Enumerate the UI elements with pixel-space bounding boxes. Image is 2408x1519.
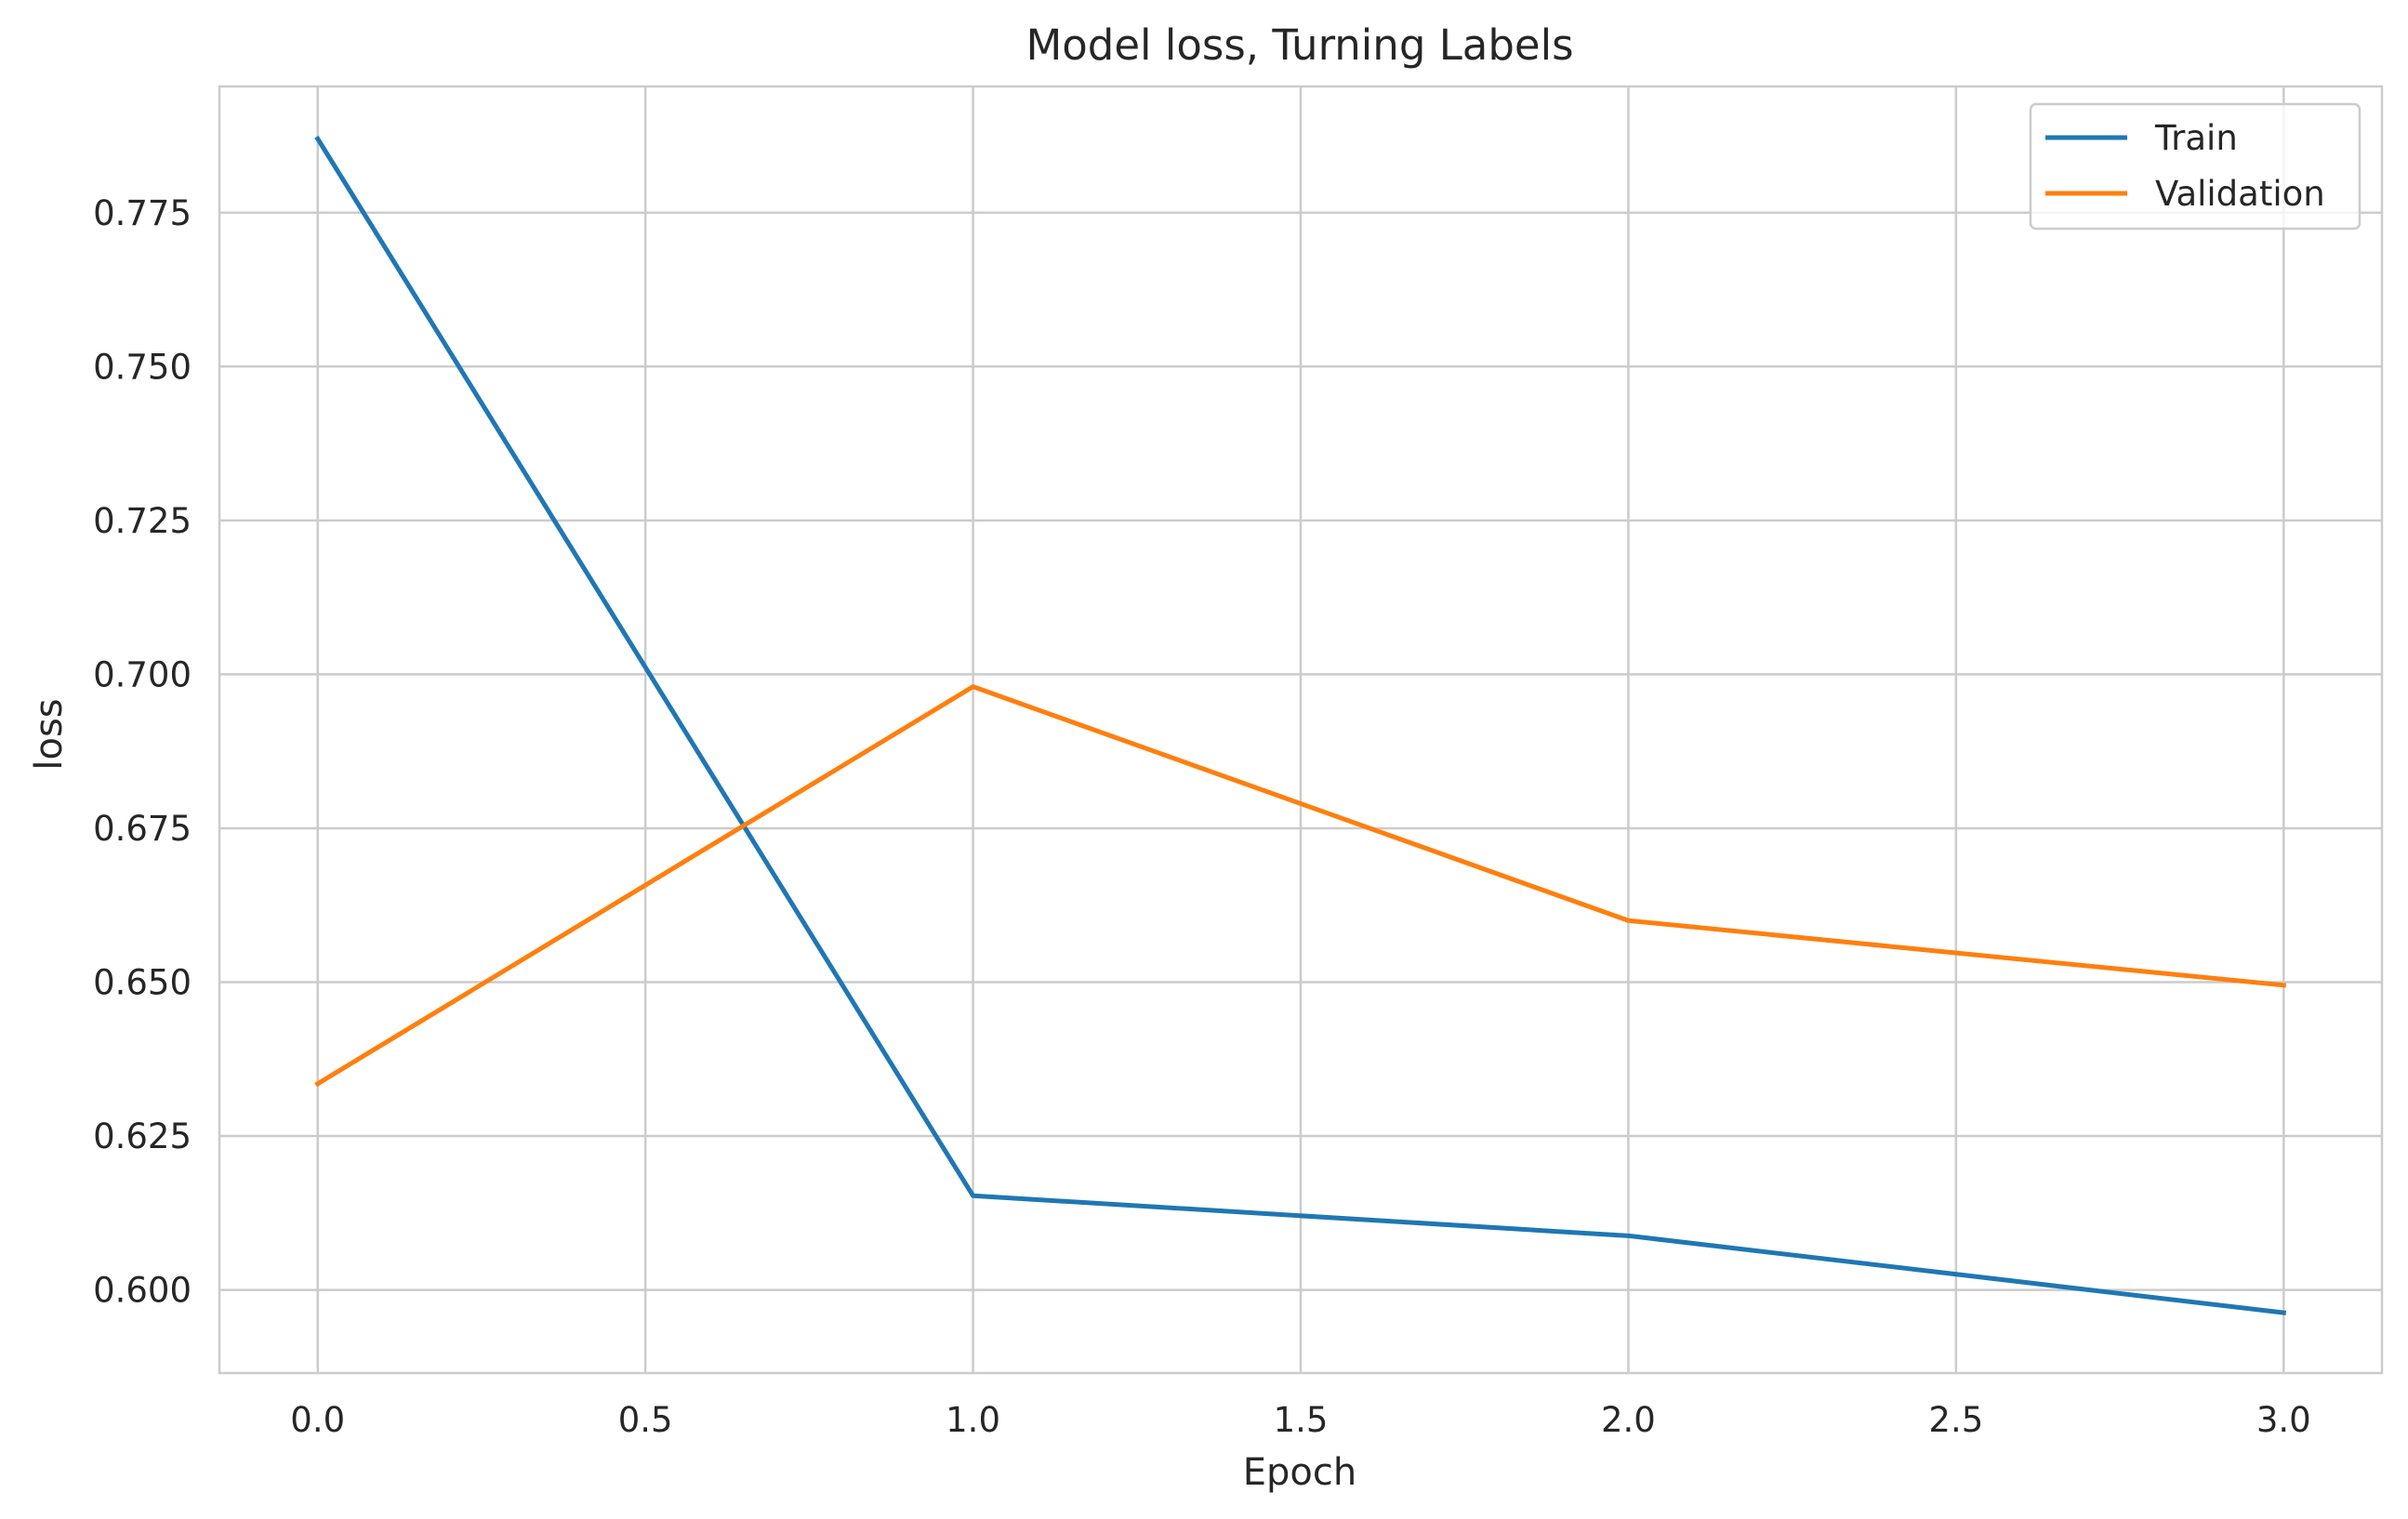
y-tick-label: 0.725 bbox=[93, 501, 192, 541]
x-tick-label: 2.5 bbox=[1928, 1400, 1983, 1440]
x-tick-label: 1.5 bbox=[1274, 1400, 1329, 1440]
y-axis-ticks: 0.600 0.625 0.650 0.675 0.700 0.725 0.750 0.775 bbox=[93, 193, 192, 1311]
legend-label-validation: Validation bbox=[2155, 174, 2325, 214]
y-tick-label: 0.650 bbox=[93, 963, 192, 1003]
chart-title: Model loss, Turning Labels bbox=[1025, 20, 1573, 70]
data-point-validation bbox=[317, 1083, 319, 1085]
gridlines bbox=[219, 86, 2382, 1373]
data-point-validation bbox=[1627, 919, 1629, 921]
series-layer bbox=[314, 135, 2287, 1315]
y-tick-label: 0.675 bbox=[93, 809, 192, 849]
x-tick-label: 3.0 bbox=[2256, 1400, 2311, 1440]
series-line-train bbox=[314, 135, 2287, 1315]
data-point-train bbox=[972, 1195, 974, 1196]
y-axis-label: loss bbox=[28, 698, 71, 770]
y-tick-label: 0.625 bbox=[93, 1116, 192, 1156]
y-tick-label: 0.775 bbox=[93, 193, 192, 233]
legend-label-train: Train bbox=[2154, 118, 2238, 158]
data-point-train bbox=[1627, 1235, 1629, 1236]
x-axis-ticks: 0.0 0.5 1.0 1.5 2.0 2.5 3.0 bbox=[290, 1400, 2310, 1440]
data-point-validation bbox=[972, 686, 974, 688]
x-tick-label: 0.0 bbox=[290, 1400, 345, 1440]
y-tick-label: 0.750 bbox=[93, 347, 192, 387]
x-tick-label: 2.0 bbox=[1601, 1400, 1656, 1440]
y-tick-label: 0.700 bbox=[93, 654, 192, 694]
x-tick-label: 0.5 bbox=[618, 1400, 673, 1440]
series-line-validation bbox=[314, 684, 2287, 1088]
data-point-train bbox=[2282, 1312, 2284, 1314]
legend: Train Validation bbox=[2029, 102, 2362, 231]
x-axis-label: Epoch bbox=[1243, 1451, 1356, 1494]
y-tick-label: 0.600 bbox=[93, 1271, 192, 1311]
plot-area-frame bbox=[218, 85, 2384, 1375]
data-point-validation bbox=[2282, 984, 2284, 986]
x-tick-label: 1.0 bbox=[946, 1400, 1000, 1440]
